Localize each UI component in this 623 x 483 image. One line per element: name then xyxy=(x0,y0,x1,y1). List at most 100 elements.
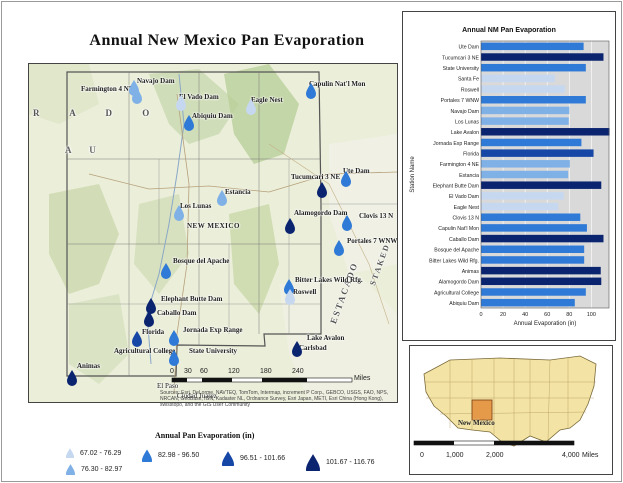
station-label: Navajo Dam xyxy=(137,77,175,85)
bar xyxy=(481,245,585,253)
station-label: Alamogordo Dam xyxy=(294,209,348,217)
drop-lake-avalon xyxy=(292,341,302,357)
inset-scale-tick: 1,000 xyxy=(446,452,464,459)
drop-animas xyxy=(67,370,77,386)
inset-scale-unit: Miles xyxy=(582,452,599,459)
legend-item: 96.51 - 101.66 xyxy=(222,451,285,466)
y-tick-label: Bosque del Apache xyxy=(434,248,479,254)
station-label: Capulin Nat'l Mon xyxy=(309,80,366,88)
station-label: Elephant Butte Dam xyxy=(161,295,223,303)
y-tick-label: Santa Fe xyxy=(458,77,479,83)
bar xyxy=(481,288,586,296)
station-label: Ute Dam xyxy=(343,167,370,175)
station-label: Carlsbad xyxy=(299,344,327,352)
scale-tick: 180 xyxy=(260,368,272,375)
bar xyxy=(481,128,610,136)
legend-label: 67.02 - 76.29 xyxy=(80,449,122,457)
drop-agricultural-college xyxy=(169,350,179,366)
inset-nm-highlight xyxy=(471,399,493,421)
legend-label: 101.67 - 116.76 xyxy=(326,459,375,466)
station-label: Agricultural College xyxy=(114,347,176,355)
drop-el-vado xyxy=(176,95,186,111)
y-tick-label: State University xyxy=(443,66,480,72)
legend-label: 76.30 - 82.97 xyxy=(81,466,123,473)
station-label: Bosque del Apache xyxy=(173,257,230,265)
y-tick-label: Caballo Dam xyxy=(449,237,479,243)
bar xyxy=(481,160,570,168)
bar xyxy=(481,138,582,147)
bar-chart: 0 20 40 60 80 100 Ute Dam Tucumcari 3 NE State U… xyxy=(410,40,610,327)
x-tick-label: 20 xyxy=(500,312,506,318)
bar xyxy=(481,170,569,179)
y-tick-label: Bitter Lakes Wild Rfg. xyxy=(429,258,479,264)
station-label: State University xyxy=(189,347,238,355)
station-label: Portales 7 WNW xyxy=(347,237,398,245)
scale-tick: 60 xyxy=(200,368,208,375)
bar xyxy=(481,53,604,61)
legend-drop-icon xyxy=(66,464,75,475)
y-tick-label: Lake Avalon xyxy=(451,130,479,136)
station-label: Eagle Nest xyxy=(251,96,283,104)
bar xyxy=(481,74,555,83)
y-axis-label: Station Name xyxy=(410,156,416,193)
map-scale-bar: 0 30 60 120 180 240 Miles xyxy=(168,368,370,395)
legend-drop-icon xyxy=(142,449,152,462)
drop-florida xyxy=(132,331,142,347)
y-tick-label: Roswell xyxy=(461,87,479,93)
bar xyxy=(481,181,602,189)
inset-state-label: New Mexico xyxy=(458,419,495,427)
scale-tick: 30 xyxy=(184,368,192,375)
x-axis-label: Annual Evaporation (in) xyxy=(514,321,577,327)
x-tick-label: 60 xyxy=(544,312,550,318)
map-attribution: Sources: Esri, DeLorme, NAVTEQ, TomTom, … xyxy=(160,390,389,408)
scale-bar-graphic xyxy=(171,377,353,383)
state-label: NEW MEXICO xyxy=(187,222,240,230)
drop-abiquiu xyxy=(184,115,194,131)
y-tick-label: Farmington 4 NE xyxy=(440,162,480,168)
y-tick-label: Estancia xyxy=(459,173,479,179)
scale-tick: 120 xyxy=(228,368,240,375)
map-title: Annual New Mexico Pan Evaporation xyxy=(89,32,365,49)
inset-map[interactable]: New Mexico xyxy=(409,345,613,475)
drop-jornada xyxy=(169,330,179,346)
drop-tucumcari xyxy=(317,182,327,198)
basemap xyxy=(29,64,397,402)
bar xyxy=(481,106,570,115)
region-label: A U xyxy=(65,145,104,155)
legend-title: Annual Pan Evaporation (in) xyxy=(155,431,255,440)
legend-label: 96.51 - 101.66 xyxy=(240,455,286,462)
station-label: Abiquiu Dam xyxy=(192,112,233,120)
legend-item: 67.02 - 76.29 xyxy=(66,448,121,458)
legend-drop-icon xyxy=(306,454,320,471)
y-tick-label: Capulin Nat'l Mon xyxy=(438,226,479,232)
station-label: Tucumcari 3 NE xyxy=(291,173,341,181)
y-tick-label: Florida xyxy=(463,151,479,157)
y-tick-label: Ute Dam xyxy=(459,45,479,51)
station-label: Los Lunas xyxy=(180,202,212,210)
station-drops xyxy=(67,80,352,386)
drop-elephant-butte xyxy=(146,298,156,314)
x-tick-label: 0 xyxy=(479,312,482,318)
y-tick-label: Tucumcari 3 NE xyxy=(442,55,480,61)
scale-tick: 240 xyxy=(292,368,304,375)
city-label: El Paso xyxy=(157,382,179,390)
bar xyxy=(481,277,602,286)
legend-drop-icon xyxy=(222,451,234,466)
y-tick-label: Portales 7 WNW xyxy=(441,98,479,104)
scale-tick: 0 xyxy=(170,368,174,375)
y-tick-label: El Vado Dam xyxy=(449,194,479,200)
x-tick-label: 40 xyxy=(522,312,528,318)
chart-title: Annual NM Pan Evaporation xyxy=(462,27,556,34)
station-label: Bitter Lakes Wild Rfg. xyxy=(295,276,363,284)
inset-scale-tick: 4,000 xyxy=(562,452,580,459)
bar xyxy=(481,42,584,51)
bar xyxy=(481,117,569,125)
legend-item: 101.67 - 116.76 xyxy=(306,454,375,471)
bar-chart-panel: Annual NM Pan Evaporation 0 20 40 60 80 100 Ut… xyxy=(402,11,616,341)
inset-scale-tick: 2,000 xyxy=(486,452,504,459)
station-label: Caballo Dam xyxy=(157,309,197,317)
main-map[interactable]: R A D O A U NEW MEXICO ESTACADO STAKED N… xyxy=(28,63,398,403)
y-tick-label: Alamogordo Dam xyxy=(439,280,479,286)
y-tick-label: Clovis 13 N xyxy=(452,216,479,222)
drop-ute-dam xyxy=(341,171,351,187)
